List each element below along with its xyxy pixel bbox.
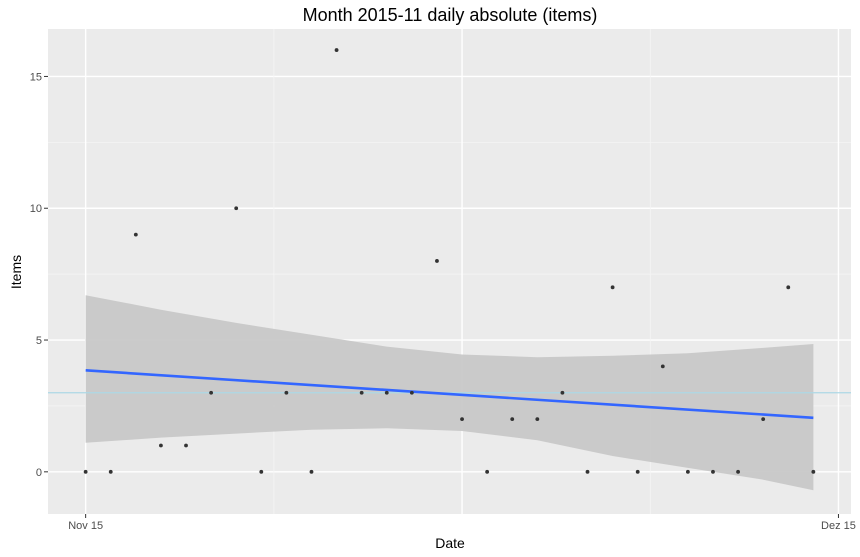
trend-line-layer	[85, 369, 814, 420]
y-tick-label: 5	[36, 335, 42, 347]
y-axis-title: Items	[8, 255, 24, 289]
data-point	[535, 417, 540, 422]
data-point	[409, 390, 414, 395]
y-axis: 0 5 10 15	[30, 71, 48, 479]
data-point	[159, 443, 163, 448]
x-axis: Nov 15 Dez 15	[68, 514, 856, 532]
data-point	[610, 285, 615, 290]
x-axis-title: Date	[435, 535, 465, 551]
data-point	[184, 443, 188, 448]
y-tick-label: 0	[36, 467, 42, 479]
data-point	[435, 259, 439, 263]
data-point	[209, 390, 214, 395]
data-point	[711, 469, 715, 474]
data-point	[234, 206, 239, 211]
data-point	[660, 364, 665, 369]
chart-title: Month 2015-11 daily absolute (items)	[303, 5, 598, 25]
trend-line	[85, 369, 814, 420]
data-points	[83, 48, 816, 474]
data-point	[334, 48, 339, 52]
y-tick-label: 15	[30, 71, 42, 83]
data-point	[384, 390, 389, 395]
data-point	[485, 469, 490, 474]
data-point	[133, 232, 138, 237]
data-point	[309, 469, 314, 474]
data-point	[560, 390, 565, 395]
data-point	[83, 469, 88, 474]
data-point	[736, 469, 740, 474]
data-point	[259, 469, 264, 474]
data-point	[108, 469, 113, 474]
y-tick-label: 10	[30, 203, 42, 215]
data-point	[585, 469, 590, 474]
data-point	[786, 285, 791, 290]
data-point	[359, 390, 364, 395]
data-point	[510, 417, 515, 422]
data-point	[635, 469, 640, 474]
data-point	[685, 469, 690, 474]
data-point	[460, 417, 464, 422]
x-tick-label: Nov 15	[68, 520, 103, 532]
data-point	[284, 390, 289, 395]
x-tick-label: Dez 15	[821, 520, 856, 532]
data-point	[761, 417, 766, 422]
data-point	[811, 469, 816, 474]
